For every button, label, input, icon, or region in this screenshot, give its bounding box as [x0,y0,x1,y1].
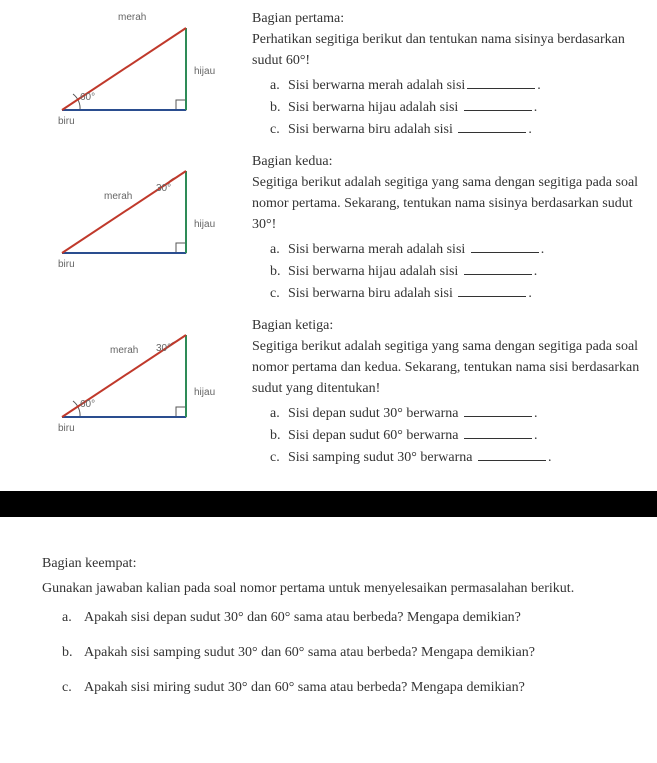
item-text: Sisi berwarna hijau adalah sisi [288,264,462,279]
marker: c. [62,677,84,698]
item-text: Apakah sisi samping sudut 30° dan 60° sa… [84,642,535,663]
marker: c. [270,119,288,140]
part1-row: merah hijau biru 60° Bagian pertama: Per… [8,8,641,141]
blank-line [464,261,532,275]
blank-line [478,447,546,461]
blank-line [464,425,532,439]
part1-text: Bagian pertama: Perhatikan segitiga beri… [248,8,641,141]
label-60: 60° [80,399,95,410]
item-text: Sisi berwarna merah adalah sisi [288,242,469,257]
part1-title: Bagian pertama: [252,8,641,29]
label-30: 30° [156,183,171,194]
marker: a. [62,607,84,628]
label-biru: biru [58,259,75,270]
marker: a. [270,403,288,424]
label-hijau: hijau [194,66,215,77]
item-text: Apakah sisi miring sudut 30° dan 60° sam… [84,677,525,698]
page-divider [0,491,657,517]
part4-title: Bagian keempat: [42,553,615,574]
part2-intro: Segitiga berikut adalah segitiga yang sa… [252,172,641,235]
part3-row: merah hijau biru 60° 30° Bagian ketiga: … [8,315,641,469]
marker: b. [270,425,288,446]
part4-intro: Gunakan jawaban kalian pada soal nomor p… [42,578,615,599]
part2-text: Bagian kedua: Segitiga berikut adalah se… [248,151,641,305]
part2-list: a.Sisi berwarna merah adalah sisi . b.Si… [252,239,641,304]
marker: b. [270,261,288,282]
part2-title: Bagian kedua: [252,151,641,172]
item-text: Sisi samping sudut 30° berwarna [288,450,476,465]
blank-line [464,97,532,111]
part2-row: merah hijau biru 30° Bagian kedua: Segit… [8,151,641,305]
part4-list: a.Apakah sisi depan sudut 30° dan 60° sa… [42,607,615,698]
part3-intro: Segitiga berikut adalah segitiga yang sa… [252,336,641,399]
blank-line [464,403,532,417]
part1-list: a.Sisi berwarna merah adalah sisi. b.Sis… [252,75,641,140]
triangle-1: merah hijau biru 60° [8,8,248,128]
blank-line [458,283,526,297]
item-text: Sisi berwarna hijau adalah sisi [288,100,462,115]
marker: a. [270,75,288,96]
blank-line [458,119,526,133]
item-text: Sisi berwarna merah adalah sisi [288,78,465,93]
item-text: Sisi depan sudut 60° berwarna [288,428,462,443]
part1-intro: Perhatikan segitiga berikut dan tentukan… [252,29,641,71]
blank-line [471,239,539,253]
label-biru: biru [58,116,75,127]
label-merah: merah [118,12,146,23]
bottom-section: Bagian keempat: Gunakan jawaban kalian p… [0,517,657,732]
label-30: 30° [156,343,171,354]
part3-title: Bagian ketiga: [252,315,641,336]
item-text: Apakah sisi depan sudut 30° dan 60° sama… [84,607,521,628]
marker: b. [62,642,84,663]
triangle-2: merah hijau biru 30° [8,151,248,271]
label-hijau: hijau [194,219,215,230]
item-text: Sisi depan sudut 30° berwarna [288,406,462,421]
label-hijau: hijau [194,387,215,398]
label-biru: biru [58,423,75,434]
item-text: Sisi berwarna biru adalah sisi [288,122,456,137]
item-text: Sisi berwarna biru adalah sisi [288,286,456,301]
label-merah: merah [110,345,138,356]
label-merah: merah [104,191,132,202]
label-60: 60° [80,92,95,103]
marker: c. [270,283,288,304]
top-section: merah hijau biru 60° Bagian pertama: Per… [0,0,657,491]
marker: a. [270,239,288,260]
part3-text: Bagian ketiga: Segitiga berikut adalah s… [248,315,641,469]
part3-list: a.Sisi depan sudut 30° berwarna . b.Sisi… [252,403,641,468]
marker: b. [270,97,288,118]
marker: c. [270,447,288,468]
triangle-3: merah hijau biru 60° 30° [8,315,248,435]
blank-line [467,75,535,89]
